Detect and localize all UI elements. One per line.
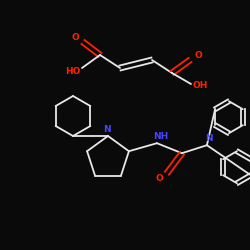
Text: OH: OH xyxy=(192,82,208,90)
Text: NH: NH xyxy=(153,132,168,141)
Text: O: O xyxy=(155,174,163,183)
Text: O: O xyxy=(194,52,202,60)
Text: N: N xyxy=(205,134,213,143)
Text: HO: HO xyxy=(65,66,81,76)
Text: N: N xyxy=(103,126,111,134)
Text: O: O xyxy=(71,34,79,42)
